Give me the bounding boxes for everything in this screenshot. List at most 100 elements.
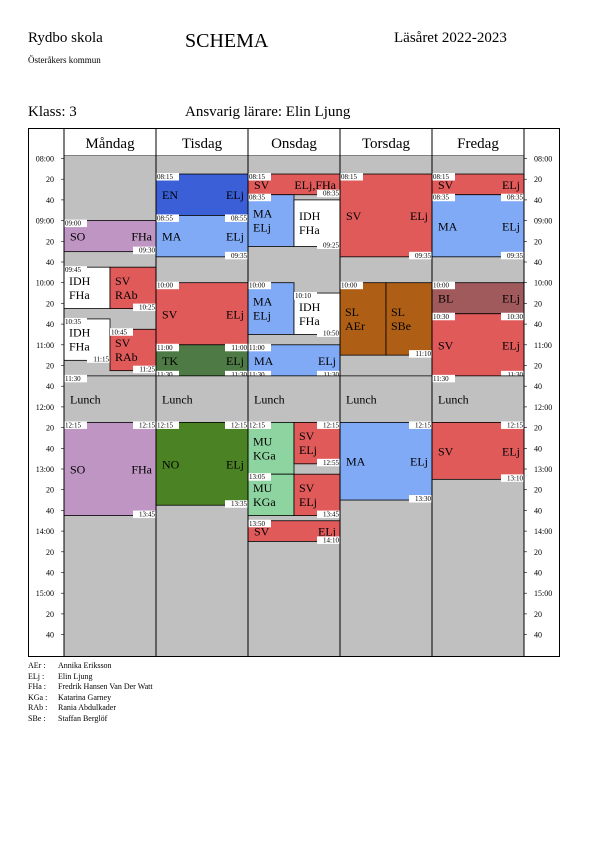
- lesson-teacher: ELj: [318, 354, 336, 368]
- start-time: 08:15: [433, 173, 449, 181]
- lesson-block[interactable]: SV ELj 13:50 14:10: [247, 519, 341, 545]
- lesson-subject: SL: [345, 305, 359, 319]
- time-tag-bg: [248, 421, 271, 429]
- lesson-teacher: ELj: [502, 444, 520, 458]
- lesson-box: [155, 215, 249, 258]
- time-label-left: 20: [46, 486, 54, 495]
- lesson-block[interactable]: SV ELj,FHa 08:15 08:35: [247, 173, 341, 198]
- legend-abbreviation: AEr :: [28, 661, 46, 670]
- time-label-right: 20: [534, 424, 542, 433]
- day-header: Måndag: [85, 136, 135, 152]
- time-tag-bg: [501, 370, 524, 379]
- time-tag-bg: [156, 214, 179, 222]
- time-tag-bg: [248, 519, 271, 528]
- lesson-block[interactable]: Lunch: [156, 375, 248, 423]
- lesson-teacher: ELj: [226, 457, 244, 471]
- lesson-block[interactable]: SO FHa 12:15 12:15 13:45: [63, 421, 157, 519]
- start-time: 12:15: [65, 421, 81, 429]
- time-label-left: 20: [46, 299, 54, 308]
- lesson-block[interactable]: BL ELj 10:00: [431, 281, 525, 315]
- time-tag-bg: [248, 281, 271, 290]
- end-time: 13:45: [139, 511, 155, 519]
- lesson-box: [339, 422, 433, 501]
- start-time: 10:10: [295, 292, 311, 300]
- time-tag-bg: [248, 193, 271, 202]
- lesson-teacher: ELj: [299, 443, 317, 457]
- lesson-block[interactable]: TK ELj 11:00 11:00 11:30 11:30: [155, 343, 249, 379]
- lesson-block[interactable]: SO FHa 09:00 09:30: [63, 219, 157, 255]
- lesson-subject: SV: [254, 525, 270, 539]
- lesson-block[interactable]: MA ELj 08:55 08:55 09:35: [155, 214, 249, 260]
- time-label-left: 40: [46, 569, 54, 578]
- lesson-block[interactable]: MA ELj 12:15 13:30: [339, 421, 433, 503]
- time-tag-bg: [64, 266, 87, 274]
- time-label-right: 40: [534, 569, 542, 578]
- end-time: 13:45: [323, 511, 339, 519]
- time-label-right: 40: [534, 631, 542, 640]
- time-tag-bg: [133, 365, 156, 374]
- time-tag-bg: [225, 343, 248, 352]
- lesson-block[interactable]: Lunch 11:30: [432, 374, 524, 423]
- lesson-subject: SV: [162, 307, 178, 321]
- time-tag-bg: [133, 303, 156, 312]
- time-tag-bg: [156, 173, 179, 181]
- start-time: 12:15: [249, 421, 265, 429]
- time-label-left: 40: [46, 444, 54, 453]
- lesson-block[interactable]: EN ELj 08:15: [155, 173, 249, 216]
- time-tag-bg: [64, 421, 87, 429]
- start-time: 11:00: [231, 344, 247, 352]
- lesson-block[interactable]: Lunch: [340, 375, 432, 423]
- lesson-teacher: AEr: [345, 319, 365, 333]
- end-time: 13:35: [231, 500, 247, 508]
- time-tag-bg: [317, 329, 340, 337]
- start-time: 08:15: [249, 173, 265, 181]
- lesson-block[interactable]: Lunch: [248, 375, 340, 423]
- lesson-subject: SV: [346, 209, 362, 223]
- start-time: 12:15: [231, 421, 247, 429]
- lesson-teacher: KGa: [253, 448, 276, 462]
- start-time: 12:15: [139, 421, 155, 429]
- time-label-right: 20: [534, 548, 542, 557]
- time-tag-bg: [409, 350, 432, 358]
- lesson-box: [431, 422, 525, 480]
- start-time: 10:30: [433, 313, 449, 321]
- lesson-teacher: ELj: [410, 209, 428, 223]
- lesson-box: [155, 173, 249, 216]
- lesson-teacher: ELj: [410, 455, 428, 469]
- lesson-subject: MA: [162, 230, 182, 244]
- lesson-block[interactable]: SV ELj 10:30 10:30 11:30: [431, 312, 525, 379]
- lesson-block[interactable]: SV ELj 12:15 13:10: [431, 421, 525, 482]
- lesson-block[interactable]: MA ELj 08:35 08:35 09:35: [431, 193, 525, 260]
- teacher-legend: AEr : Annika Eriksson ELj : Elin Ljung FHa :…: [28, 661, 153, 724]
- time-label-right: 20: [534, 486, 542, 495]
- lesson-block[interactable]: SV ELj 10:00: [155, 281, 249, 346]
- time-label-right: 10:00: [534, 279, 552, 288]
- lesson-teacher: ELj: [299, 495, 317, 509]
- lesson-subject: MA: [253, 295, 273, 309]
- lesson-box: [293, 199, 341, 247]
- end-time: 11:30: [249, 371, 265, 379]
- lesson-block[interactable]: Lunch 11:30: [64, 374, 156, 423]
- time-label-left: 10:00: [36, 279, 54, 288]
- lesson-block[interactable]: MA ELj 11:00 11:30 11:30: [247, 343, 341, 379]
- lesson-subject: IDH: [69, 274, 91, 288]
- lesson-block[interactable]: NO ELj 12:15 12:15 13:35: [155, 421, 249, 508]
- lesson-block[interactable]: SV ELj 08:15: [431, 173, 525, 196]
- start-time: 08:35: [249, 194, 265, 202]
- lesson-block[interactable]: SV ELj 08:15 09:35: [339, 173, 433, 260]
